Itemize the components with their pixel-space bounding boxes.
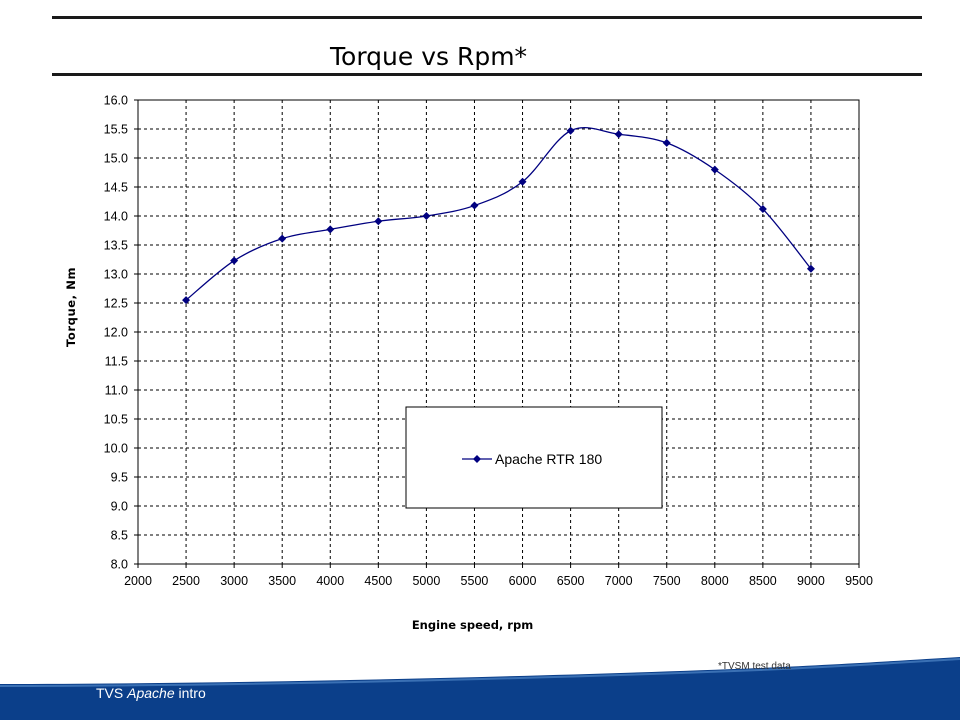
- footer-band-highlight: [0, 658, 960, 687]
- data-point: [326, 225, 335, 234]
- x-tick-label: 5500: [461, 574, 489, 588]
- x-tick-label: 8500: [749, 574, 777, 588]
- data-point: [710, 165, 719, 174]
- x-tick-label: 7500: [653, 574, 681, 588]
- data-point: [518, 177, 527, 186]
- footer-brand: TVS: [96, 685, 124, 701]
- y-tick-label: 13.5: [104, 239, 128, 253]
- y-tick-label: 9.0: [111, 500, 128, 514]
- x-tick-label: 2500: [172, 574, 200, 588]
- x-tick-label: 5000: [412, 574, 440, 588]
- slide-title: Torque vs Rpm*: [330, 42, 528, 71]
- x-axis-title: Engine speed, rpm: [412, 618, 533, 632]
- y-tick-label: 10.0: [104, 442, 128, 456]
- y-tick-label: 13.0: [104, 268, 128, 282]
- data-point: [662, 138, 671, 147]
- data-point: [614, 130, 623, 139]
- y-tick-label: 15.5: [104, 123, 128, 137]
- data-point: [566, 126, 575, 135]
- data-point: [230, 256, 239, 265]
- x-tick-label: 3000: [220, 574, 248, 588]
- x-tick-label: 8000: [701, 574, 729, 588]
- y-tick-label: 14.5: [104, 181, 128, 195]
- y-tick-label: 11.0: [105, 384, 128, 398]
- x-tick-label: 9500: [845, 574, 873, 588]
- y-tick-label: 12.0: [104, 326, 128, 340]
- y-tick-label: 14.0: [104, 210, 128, 224]
- footer-suffix: intro: [178, 685, 206, 701]
- legend-label: Apache RTR 180: [495, 451, 602, 467]
- title-divider: [52, 73, 922, 76]
- footnote: *TVSM test data: [718, 661, 791, 672]
- x-tick-label: 9000: [797, 574, 825, 588]
- y-tick-label: 8.5: [111, 529, 128, 543]
- y-tick-label: 11.5: [105, 355, 128, 369]
- top-divider: [52, 16, 922, 19]
- y-tick-label: 8.0: [111, 558, 128, 572]
- y-tick-label: 9.5: [111, 471, 128, 485]
- y-tick-label: 12.5: [104, 297, 128, 311]
- data-point: [278, 234, 287, 243]
- x-tick-label: 6000: [509, 574, 537, 588]
- data-point: [470, 201, 479, 210]
- y-tick-label: 15.0: [104, 152, 128, 166]
- footer-band: [0, 657, 960, 720]
- y-axis-title: Torque, Nm: [64, 267, 78, 347]
- y-tick-label: 16.0: [104, 94, 128, 108]
- data-point: [758, 205, 767, 214]
- x-tick-label: 4500: [364, 574, 392, 588]
- footer-label: TVS Apache intro: [96, 685, 206, 701]
- x-tick-label: 3500: [268, 574, 296, 588]
- data-point: [806, 264, 815, 273]
- data-point: [374, 217, 383, 226]
- legend-marker: [473, 455, 481, 463]
- legend-box: [405, 406, 663, 509]
- footer-model: Apache: [127, 685, 175, 701]
- x-tick-label: 2000: [124, 574, 152, 588]
- x-tick-label: 6500: [557, 574, 585, 588]
- x-tick-label: 4000: [316, 574, 344, 588]
- data-point: [182, 296, 191, 305]
- x-tick-label: 7000: [605, 574, 633, 588]
- data-point: [422, 212, 431, 220]
- y-tick-label: 10.5: [104, 413, 128, 427]
